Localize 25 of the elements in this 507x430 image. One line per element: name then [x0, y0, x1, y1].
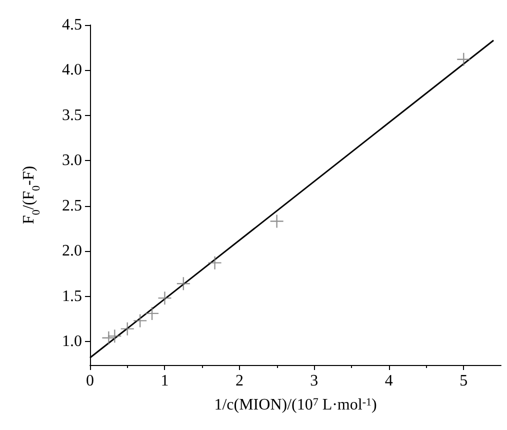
x-tick-label: 4	[384, 372, 393, 390]
point	[456, 52, 471, 66]
point	[120, 322, 134, 336]
x-tick-label: 5	[460, 372, 468, 390]
y-tick-label: 3.0	[62, 152, 82, 170]
y-tick-label: 3.5	[62, 106, 82, 124]
point	[108, 328, 122, 344]
point	[132, 314, 148, 328]
y-axis-title: F0/(F0-F)	[20, 166, 42, 224]
y-tick-label: 1.5	[62, 288, 82, 305]
y-tick-label: 4.5	[62, 16, 82, 34]
x-tick-label: 1	[160, 372, 169, 390]
y-tick-label: 2.5	[62, 197, 82, 214]
point	[208, 256, 222, 270]
point	[144, 306, 160, 321]
point	[270, 214, 284, 228]
x-tick-label: 2	[235, 372, 244, 390]
x-tick-label: 0	[86, 372, 94, 390]
point	[176, 276, 191, 291]
y-tick-label: 2.0	[62, 242, 82, 260]
point	[158, 290, 172, 306]
point	[102, 330, 116, 345]
x-tick-label: 3	[310, 372, 318, 390]
y-tick-label: 1.0	[62, 332, 82, 350]
y-tick-label: 4.0	[62, 62, 82, 79]
